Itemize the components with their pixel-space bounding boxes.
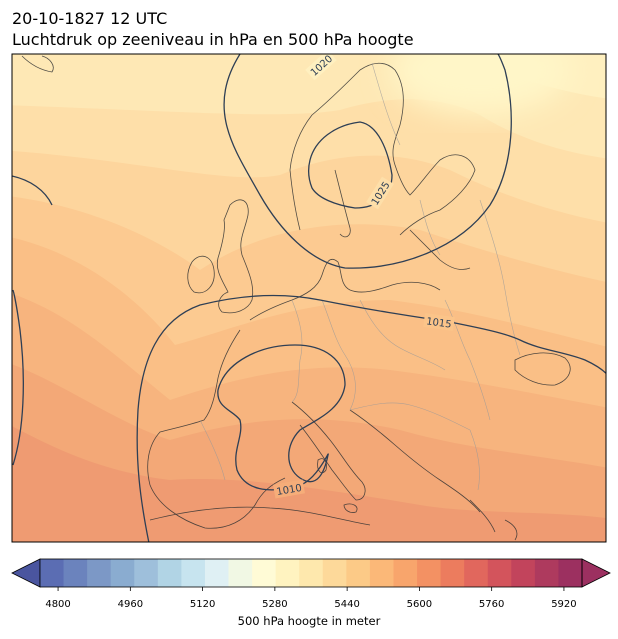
map-datetime: 20-10-1827 12 UTC — [12, 9, 168, 28]
colorbar-segment — [134, 559, 159, 587]
colorbar-segment — [393, 559, 418, 587]
colorbar-tick: 4800 — [45, 599, 71, 610]
isobar-1010 — [217, 344, 346, 491]
country-borders — [199, 62, 521, 491]
colorbar-tick: 5280 — [262, 599, 288, 610]
colorbar-segment — [487, 559, 512, 587]
isobar-1020 — [223, 54, 512, 269]
isobar-label-1010: 1010 — [276, 483, 303, 498]
colorbar-segment — [417, 559, 442, 587]
colorbar-frame — [39, 558, 583, 588]
colorbar-label: 500 hPa hoogte in meter — [237, 614, 381, 628]
colorbar-extend-min — [11, 558, 41, 588]
colorbar-segment — [346, 559, 371, 587]
colorbar-tick: 5920 — [551, 599, 577, 610]
colorbar-segment — [228, 559, 253, 587]
map-frame — [11, 53, 607, 543]
colorbar-segment — [40, 559, 64, 587]
colorbar-tick: 5440 — [334, 599, 360, 610]
isobar-label-1015: 1015 — [425, 316, 452, 330]
isobar-1015 — [12, 289, 24, 466]
colorbar — [11, 558, 611, 591]
height-field-fill — [12, 54, 606, 542]
colorbar-segment — [464, 559, 489, 587]
map-title: Luchtdruk op zeeniveau in hPa en 500 hPa… — [12, 30, 414, 49]
map-panel: 1020 1025 1015 1010 — [12, 54, 606, 542]
colorbar-segment — [204, 559, 229, 587]
colorbar-tick: 5760 — [478, 599, 505, 610]
colorbar-tick: 5120 — [189, 599, 216, 610]
colorbar-segment — [110, 559, 135, 587]
colorbar-segment — [440, 559, 465, 587]
colorbar-segment — [252, 559, 277, 587]
colorbar-segment — [534, 559, 559, 587]
colorbar-tick: 4960 — [117, 599, 144, 610]
colorbar-segment — [511, 559, 536, 587]
colorbar-segment — [275, 559, 300, 587]
colorbar-segment — [181, 559, 206, 587]
colorbar-extend-max — [581, 558, 611, 588]
colorbar-segment — [63, 559, 88, 587]
colorbar-segment — [299, 559, 324, 587]
colorbar-segment — [157, 559, 182, 587]
colorbar-segment — [87, 559, 112, 587]
colorbar-segment — [369, 559, 394, 587]
coastlines — [21, 55, 571, 541]
colorbar-segment — [322, 559, 347, 587]
colorbar-tick: 5600 — [406, 599, 433, 610]
colorbar-segment — [558, 559, 583, 587]
